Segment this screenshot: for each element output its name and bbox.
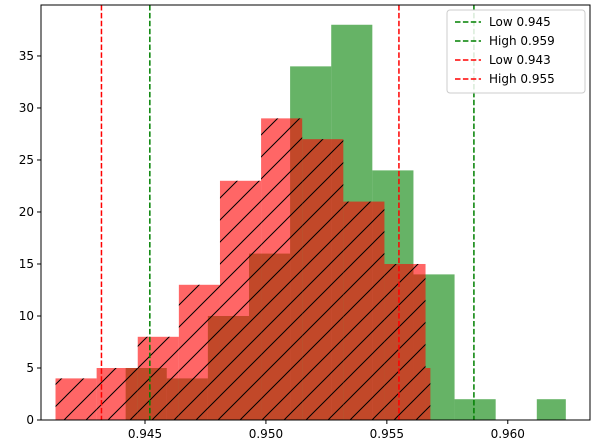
histogram-bar-hatch: [384, 263, 426, 420]
y-tick-label: 0: [26, 413, 34, 427]
y-tick-label: 35: [19, 49, 34, 63]
histogram-bar-hatch: [302, 139, 344, 420]
y-tick-label: 30: [19, 101, 34, 115]
y-tick-label: 25: [19, 153, 34, 167]
x-tick-label: 0.955: [370, 427, 404, 441]
y-tick-label: 20: [19, 205, 34, 219]
histogram-bar-hatch: [425, 367, 431, 420]
bars-layer: [55, 24, 566, 420]
legend-box: [446, 9, 586, 94]
histogram-bar-hatch: [55, 378, 97, 420]
axes-layer: 0.945 0.950 0.955 0.960 0 5 10 15 20 25 30 35: [19, 49, 525, 441]
legend-label: Low 0.945: [489, 15, 551, 29]
x-tick-label: 0.945: [128, 427, 162, 441]
reference-lines-layer: [100, 5, 475, 420]
legend: Low 0.945 High 0.959 Low 0.943 High 0.955: [446, 9, 586, 94]
y-tick-label: 15: [19, 257, 34, 271]
histogram-bar: [454, 399, 496, 420]
x-tick-label: 0.950: [249, 427, 283, 441]
histogram-bar-hatch: [178, 284, 220, 420]
histogram-bar-hatch: [261, 118, 303, 420]
y-tick-label: 10: [19, 309, 34, 323]
histogram-bar-hatch: [343, 201, 385, 420]
x-tick-label: 0.960: [491, 427, 525, 441]
y-tick-label: 5: [26, 361, 34, 375]
histogram-bar-hatch: [219, 180, 262, 420]
plot-frame: [40, 4, 591, 421]
histogram-bar-hatch: [96, 367, 138, 420]
legend-label: Low 0.943: [489, 53, 551, 67]
legend-label: High 0.959: [489, 34, 555, 48]
legend-label: High 0.955: [489, 72, 555, 86]
histogram-bar: [536, 399, 566, 420]
histogram-bar-hatch: [137, 336, 179, 420]
